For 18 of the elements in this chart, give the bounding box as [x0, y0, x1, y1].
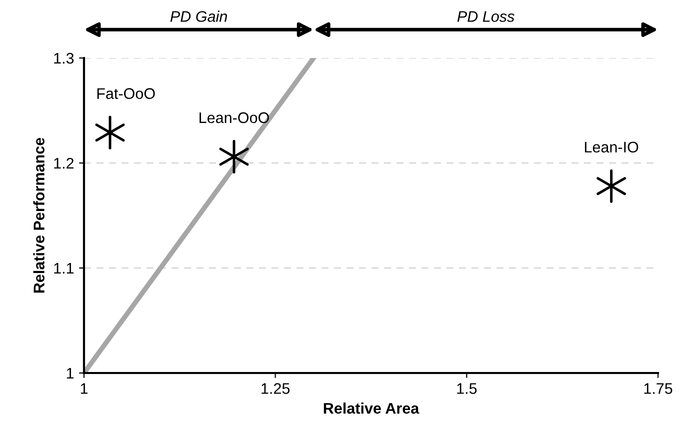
point	[596, 169, 626, 203]
x-tick-label: 1.5	[457, 383, 477, 394]
point	[95, 116, 125, 150]
y-axis-title: Relative Performance	[33, 138, 44, 293]
y-tick-label: 1.1	[54, 263, 74, 274]
x-tick-label: 1	[80, 383, 88, 394]
y-tick-label: 1.3	[54, 52, 74, 64]
x-axis-title: Relative Area	[324, 402, 420, 414]
text: PD Gain	[170, 10, 227, 22]
annotation: Fat-OoO	[97, 88, 155, 99]
y-tick-label: 1	[66, 368, 74, 379]
annotation: Lean-IO	[584, 142, 638, 153]
point	[219, 140, 249, 174]
x-tick-label: 1.75	[644, 383, 672, 394]
x-tick-label: 1.25	[262, 383, 290, 394]
text: PD Loss	[457, 11, 514, 22]
y-tick-label: 1.2	[54, 158, 74, 169]
annotation: Lean-OoO	[200, 112, 269, 124]
